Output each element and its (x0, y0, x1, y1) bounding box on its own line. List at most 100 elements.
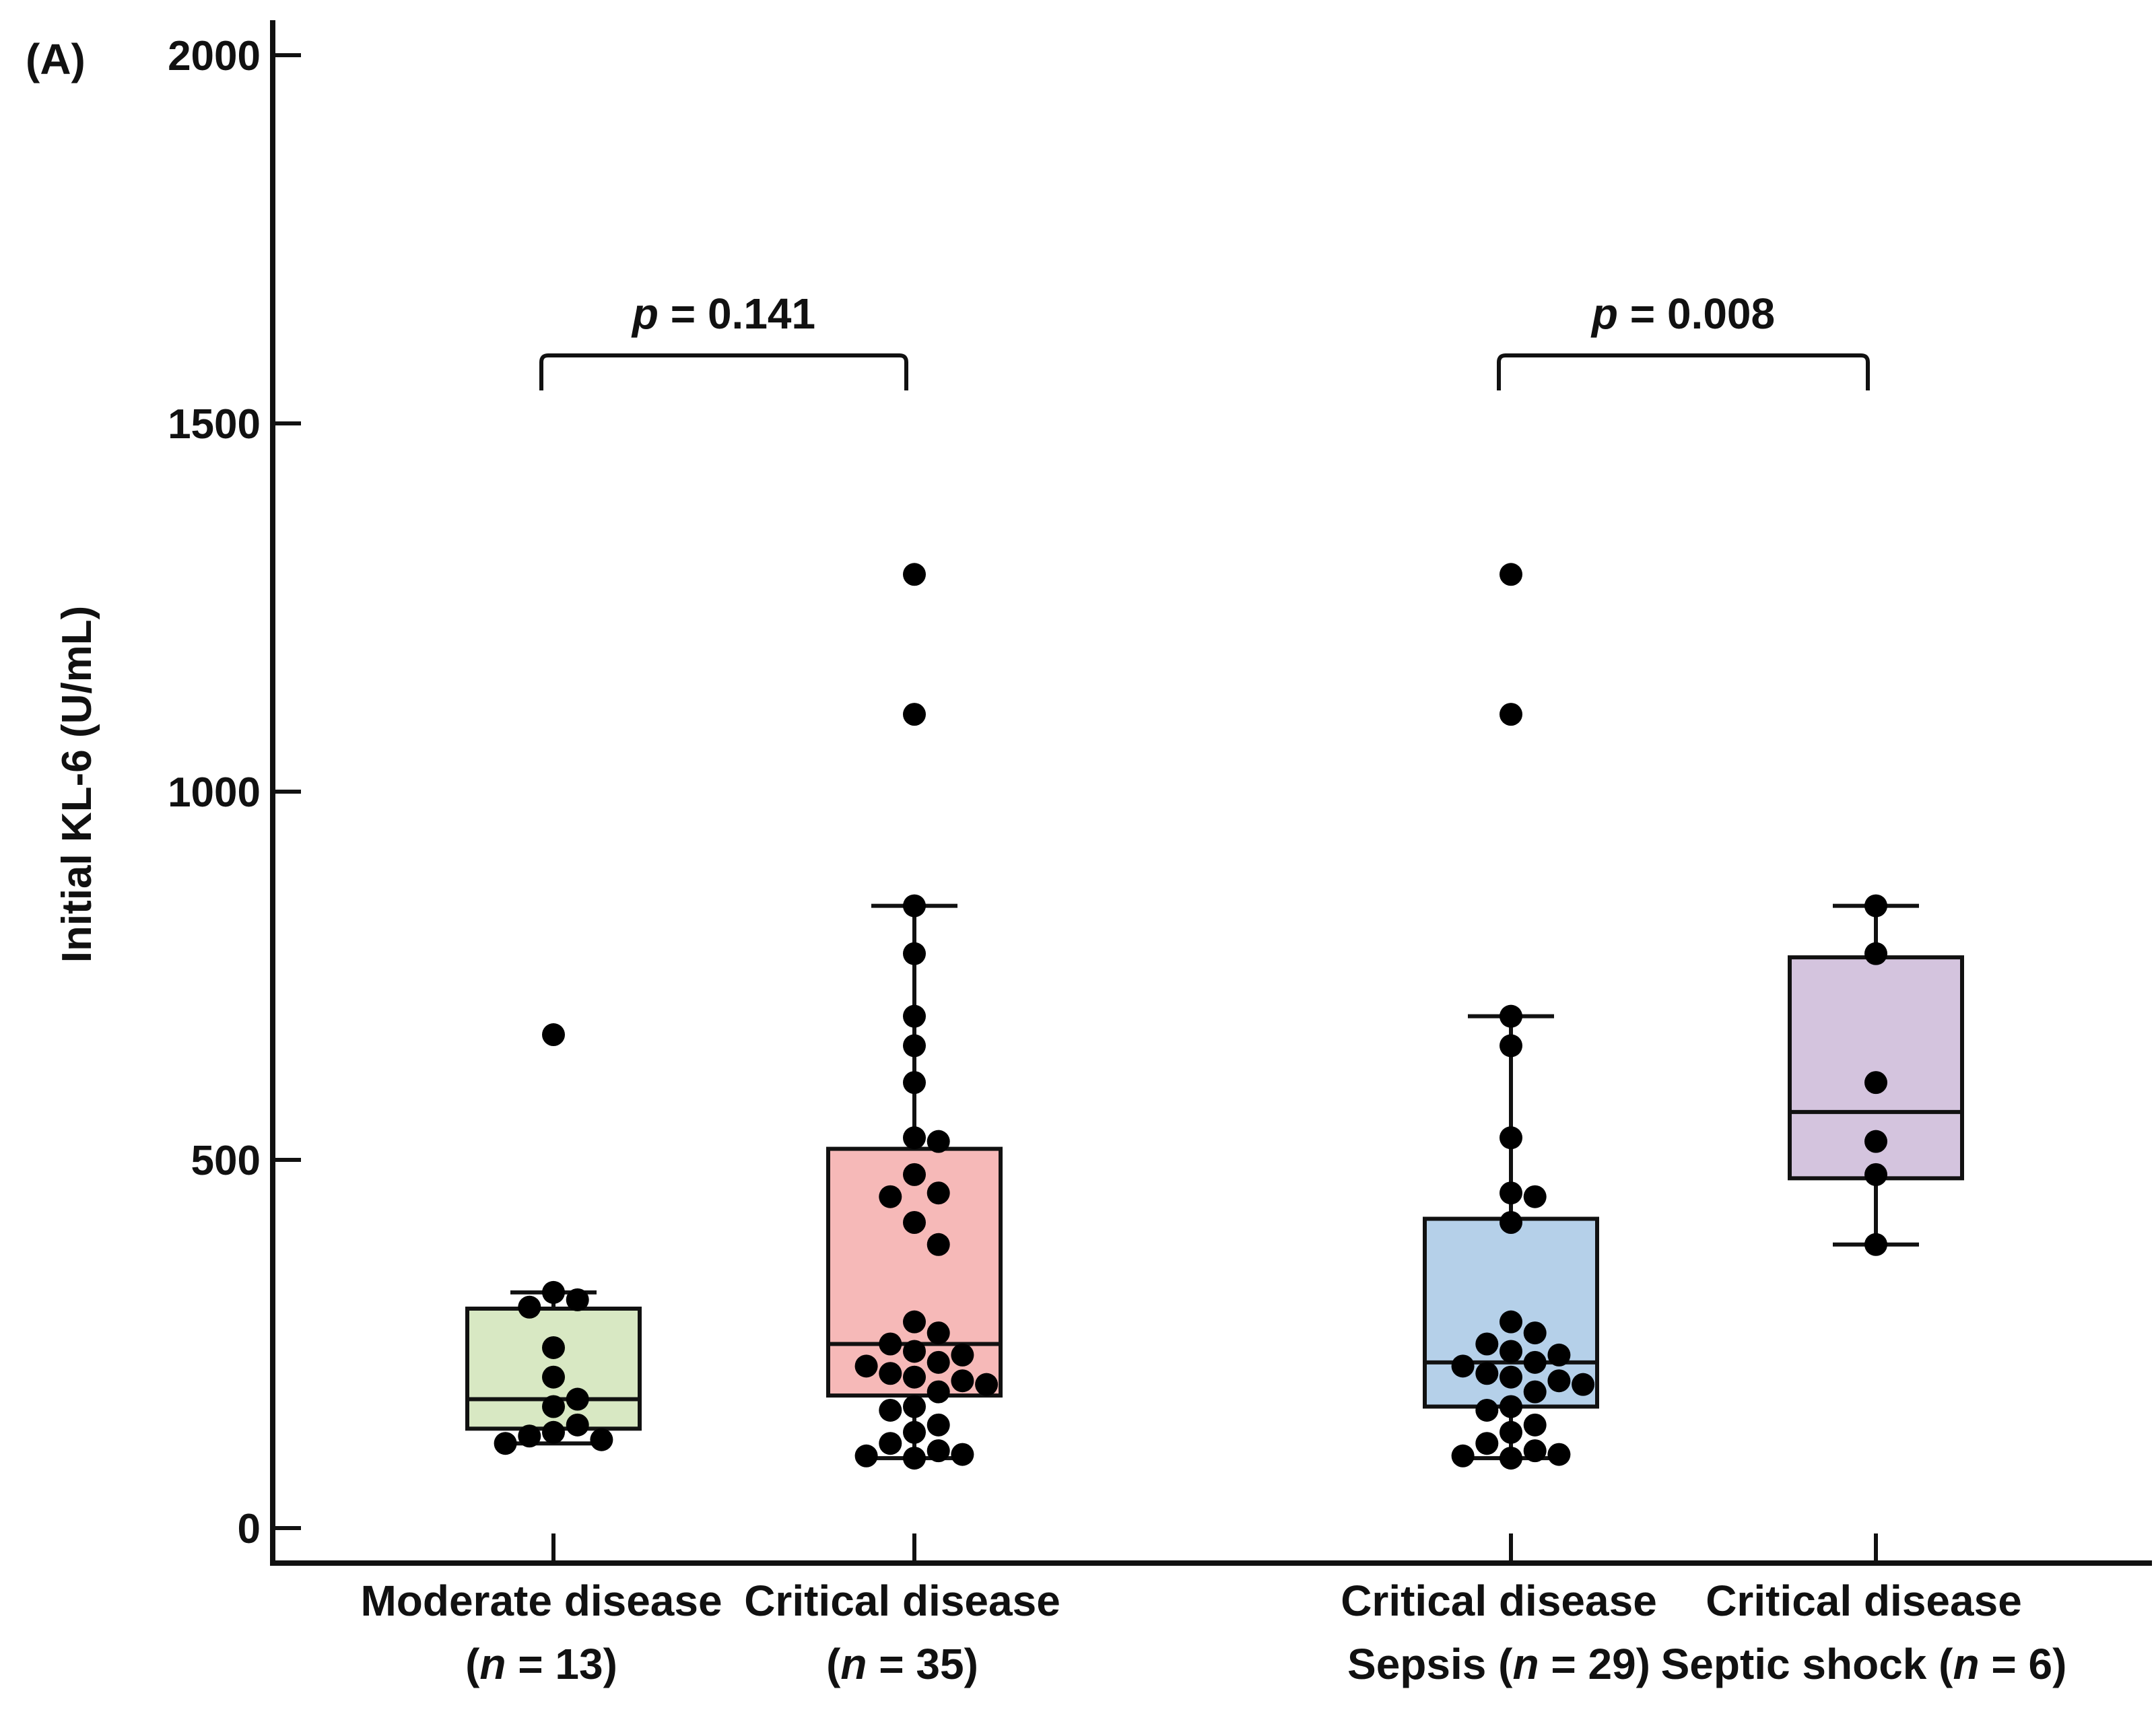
data-point-1-30 (879, 1432, 902, 1455)
data-point-0-8 (566, 1413, 589, 1437)
data-point-1-31 (927, 1439, 950, 1463)
data-point-1-18 (951, 1343, 974, 1367)
n-suffix-2: = 29) (1539, 1640, 1650, 1688)
box-group-1 (826, 563, 1003, 1470)
data-point-1-14 (903, 1310, 926, 1334)
data-point-1-28 (927, 1413, 950, 1437)
y-tick-label-1000: 1000 (168, 769, 261, 816)
n-prefix-2: Sepsis ( (1347, 1640, 1513, 1688)
data-point-1-33 (854, 1444, 878, 1468)
category-label-0: Moderate disease (360, 1577, 722, 1625)
data-point-0-6 (566, 1387, 589, 1411)
axes: 0 500 1000 1500 2000 (168, 20, 2152, 1566)
data-point-3-4 (1864, 1163, 1887, 1186)
data-point-2-10 (1475, 1332, 1499, 1356)
data-point-2-17 (1547, 1369, 1571, 1393)
data-point-2-12 (1547, 1343, 1571, 1367)
bracket-line-0 (539, 353, 908, 390)
data-point-1-24 (975, 1373, 999, 1396)
data-point-2-25 (1523, 1439, 1547, 1463)
data-point-2-13 (1523, 1350, 1547, 1374)
n-symbol-3: n (1953, 1640, 1979, 1688)
data-point-1-17 (903, 1340, 926, 1363)
data-point-2-6 (1523, 1185, 1547, 1208)
y-tick-label-2000: 2000 (168, 33, 261, 79)
p-symbol-0: p (631, 289, 659, 338)
p-symbol-1: p (1590, 289, 1618, 338)
data-point-3-3 (1864, 1130, 1887, 1153)
data-point-2-8 (1500, 1310, 1522, 1334)
data-point-2-3 (1500, 1034, 1522, 1058)
data-point-1-13 (927, 1233, 950, 1256)
data-point-2-14 (1451, 1354, 1475, 1378)
data-point-1-20 (854, 1354, 878, 1378)
data-point-2-21 (1475, 1398, 1499, 1422)
data-point-2-22 (1523, 1413, 1547, 1437)
data-point-2-16 (1500, 1365, 1522, 1389)
data-point-2-23 (1500, 1420, 1522, 1444)
data-point-2-9 (1523, 1321, 1547, 1345)
data-point-0-9 (542, 1420, 565, 1444)
data-point-0-11 (590, 1428, 613, 1451)
n-prefix-0: ( (465, 1640, 480, 1688)
box-group-3 (1788, 894, 1964, 1256)
data-point-0-0 (542, 1023, 565, 1047)
data-point-1-3 (903, 942, 926, 965)
data-point-1-26 (903, 1395, 926, 1418)
n-prefix-1: ( (826, 1640, 841, 1688)
box-group-0 (465, 1023, 642, 1455)
data-point-2-18 (1572, 1373, 1595, 1396)
data-point-1-0 (903, 563, 926, 586)
category-label-1: Critical disease (744, 1577, 1060, 1625)
data-point-2-2 (1500, 1004, 1522, 1028)
box-group-2 (1423, 563, 1599, 1470)
n-symbol-2: n (1512, 1640, 1539, 1688)
data-point-3-0 (1864, 894, 1887, 918)
data-point-2-5 (1500, 1181, 1522, 1205)
data-point-3-5 (1864, 1233, 1887, 1256)
data-point-2-4 (1500, 1126, 1522, 1150)
n-suffix-3: = 6) (1980, 1640, 2067, 1688)
data-point-1-10 (927, 1181, 950, 1205)
data-point-1-1 (903, 703, 926, 726)
data-point-1-22 (903, 1365, 926, 1389)
category-label-2: Critical disease (1341, 1577, 1657, 1625)
data-point-1-4 (903, 1004, 926, 1028)
data-point-0-5 (542, 1365, 565, 1389)
data-point-2-24 (1475, 1432, 1499, 1455)
data-point-3-2 (1864, 1071, 1887, 1095)
data-point-1-29 (903, 1420, 926, 1444)
p-value-1: = 0.008 (1618, 289, 1775, 338)
data-point-1-15 (927, 1321, 950, 1345)
data-point-3-1 (1864, 942, 1887, 965)
data-point-0-10 (518, 1424, 541, 1448)
data-point-2-20 (1500, 1395, 1522, 1418)
data-point-1-12 (903, 1210, 926, 1234)
data-point-1-6 (903, 1071, 926, 1095)
y-tick-label-500: 500 (191, 1138, 261, 1184)
comparison-1: p = 0.008 (1497, 289, 1870, 390)
labels: Initial KL-6 (U/mL)(A)Moderate disease(n… (26, 35, 2066, 1688)
category-n-label-0: (n = 13) (465, 1640, 617, 1688)
data-point-2-26 (1547, 1443, 1571, 1466)
n-suffix-1: = 35) (867, 1640, 978, 1688)
data-point-1-8 (927, 1130, 950, 1153)
n-prefix-3: Septic shock ( (1661, 1640, 1954, 1688)
data-point-1-32 (951, 1443, 974, 1466)
data-point-2-7 (1500, 1210, 1522, 1234)
category-n-label-2: Sepsis (n = 29) (1347, 1640, 1650, 1688)
y-axis-label: Initial KL-6 (U/mL) (54, 606, 100, 963)
data-point-0-2 (566, 1288, 589, 1311)
data-point-1-19 (927, 1350, 950, 1374)
category-n-label-3: Septic shock (n = 6) (1661, 1640, 2067, 1688)
data-point-1-11 (879, 1185, 902, 1208)
data-point-1-5 (903, 1034, 926, 1058)
box-plots (465, 563, 1964, 1470)
category-label-3: Critical disease (1706, 1577, 2022, 1625)
data-point-2-11 (1500, 1340, 1522, 1363)
comparison-0: p = 0.141 (539, 289, 908, 390)
data-point-0-1 (542, 1280, 565, 1304)
data-point-1-16 (879, 1332, 902, 1356)
data-point-1-21 (879, 1362, 902, 1385)
